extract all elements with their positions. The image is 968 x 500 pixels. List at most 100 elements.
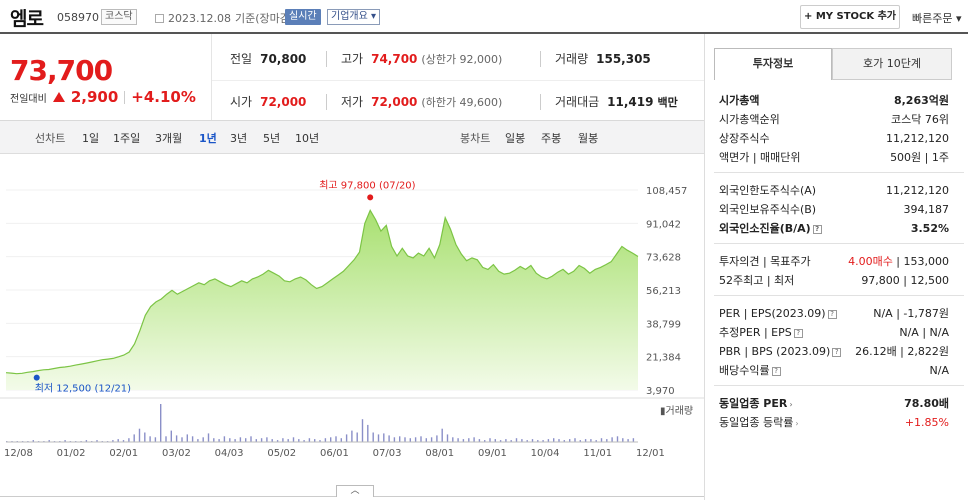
volume-bar bbox=[303, 440, 305, 442]
tab-3y[interactable]: 3년 bbox=[230, 132, 248, 145]
calendar-icon bbox=[155, 13, 164, 23]
info-label: 외국인보유주식수(B) bbox=[719, 203, 817, 216]
help-icon[interactable]: ? bbox=[827, 309, 837, 319]
volume-bar bbox=[149, 436, 151, 442]
help-icon[interactable]: ? bbox=[812, 224, 822, 234]
x-tick-label: 12/01 bbox=[636, 448, 665, 459]
tab-3m[interactable]: 3개월 bbox=[155, 132, 183, 145]
volume-bar bbox=[436, 435, 438, 442]
volume-bar bbox=[361, 419, 364, 442]
volume-bar bbox=[282, 438, 284, 442]
volume-bar bbox=[255, 439, 257, 442]
corp-info-button[interactable]: 기업개요 ▾ bbox=[327, 9, 380, 25]
x-tick-label: 02/01 bbox=[109, 448, 138, 459]
volume-bar bbox=[138, 428, 141, 442]
volume-bar bbox=[191, 436, 194, 442]
volume-bar bbox=[515, 438, 518, 442]
upper-limit: (상한가 92,000) bbox=[421, 52, 503, 66]
volume-bar bbox=[606, 439, 608, 442]
info-label: PBR | BPS (2023.09)? bbox=[719, 342, 842, 361]
stat-prev: 전일 70,800 bbox=[230, 50, 306, 67]
info-row: 동일업종 등락률 › +1.85% bbox=[719, 413, 949, 432]
tab-invest-info[interactable]: 투자정보 bbox=[714, 48, 832, 80]
volume-bar bbox=[276, 440, 279, 442]
volume-bar bbox=[462, 439, 465, 442]
volume-bar bbox=[521, 439, 523, 442]
tab-1d[interactable]: 1일 bbox=[82, 132, 100, 145]
stock-code: 058970 bbox=[57, 11, 99, 24]
volume-bar bbox=[96, 440, 98, 442]
realtime-button[interactable]: 실시간 bbox=[285, 9, 321, 25]
tab-monthly[interactable]: 월봉 bbox=[578, 132, 599, 145]
y-tick-label: 38,799 bbox=[646, 319, 681, 330]
info-row: 액면가 | 매매단위 500원 | 1주 bbox=[719, 148, 949, 167]
stat-high: 고가 74,700 (상한가 92,000) bbox=[341, 50, 502, 67]
info-value: N/A | N/A bbox=[899, 326, 949, 339]
volume-bar bbox=[367, 424, 369, 442]
tab-5y[interactable]: 5년 bbox=[263, 132, 281, 145]
info-value: 97,800 | 12,500 bbox=[861, 274, 949, 287]
volume-bar bbox=[85, 440, 88, 442]
info-value: 8,263억원 bbox=[893, 94, 949, 107]
stat-volume: 거래량 155,305 bbox=[555, 50, 651, 67]
volume-bar bbox=[181, 437, 183, 443]
info-value: 3.52% bbox=[910, 222, 949, 235]
header-divider bbox=[0, 32, 968, 34]
stat-label: 시가 bbox=[230, 95, 253, 109]
more-icon[interactable]: › bbox=[795, 419, 799, 428]
volume-bar bbox=[292, 437, 295, 443]
volume-bar bbox=[499, 440, 502, 442]
price-chart[interactable]: 108,457 91,042 73,628 56,213 38,799 21,384 3,9… bbox=[0, 160, 704, 470]
volume-bar bbox=[271, 439, 273, 442]
tab-1w[interactable]: 1주일 bbox=[113, 132, 141, 145]
volume-bar bbox=[505, 439, 507, 442]
volume-bar bbox=[345, 434, 348, 442]
x-tick-label: 12/08 bbox=[4, 448, 33, 459]
info-row: 배당수익률? N/A bbox=[719, 361, 949, 380]
tab-orderbook[interactable]: 호가 10단계 bbox=[832, 48, 952, 80]
candle-chart-label: 봉차트 bbox=[460, 132, 491, 145]
info-value: 4.00매수 | 153,000 bbox=[848, 255, 949, 268]
line-chart-label: 선차트 bbox=[35, 132, 66, 145]
expand-chart-button[interactable]: ︿ bbox=[336, 485, 374, 497]
info-divider bbox=[714, 295, 964, 296]
quick-order-button[interactable]: 빠른주문 ▾ bbox=[912, 12, 962, 25]
stats-divider bbox=[212, 80, 704, 81]
stat-label: 저가 bbox=[341, 95, 364, 109]
info-row: 52주최고 | 최저 97,800 | 12,500 bbox=[719, 271, 949, 290]
volume-bar bbox=[372, 432, 374, 442]
x-tick-label: 10/04 bbox=[531, 448, 560, 459]
help-icon[interactable]: ? bbox=[771, 366, 781, 376]
help-icon[interactable]: ? bbox=[793, 328, 803, 338]
info-label: 동일업종 PER › bbox=[719, 397, 793, 410]
volume-bar bbox=[600, 438, 603, 442]
low-label: 최저 12,500 (12/21) bbox=[35, 383, 131, 395]
volume-bar bbox=[314, 439, 316, 442]
more-icon[interactable]: › bbox=[789, 400, 793, 409]
volume-bar bbox=[356, 432, 358, 442]
market-badge: 코스닥 bbox=[101, 9, 137, 25]
tab-1y[interactable]: 1년 bbox=[199, 132, 217, 145]
volume-bar bbox=[229, 438, 231, 442]
divider bbox=[326, 94, 327, 110]
x-tick-label: 05/02 bbox=[267, 448, 296, 459]
tab-weekly[interactable]: 주봉 bbox=[541, 132, 562, 145]
x-tick-label: 03/02 bbox=[162, 448, 191, 459]
stat-value: 74,700 bbox=[371, 51, 418, 66]
volume-bar bbox=[616, 436, 619, 442]
help-icon[interactable]: ? bbox=[832, 347, 842, 357]
my-stock-add-button[interactable]: + MY STOCK 추가 bbox=[800, 5, 900, 29]
tab-daily[interactable]: 일봉 bbox=[505, 132, 526, 145]
stat-label: 거래대금 bbox=[555, 95, 600, 109]
volume-bar bbox=[287, 439, 289, 442]
volume-bar bbox=[553, 438, 555, 442]
volume-bar bbox=[537, 440, 539, 442]
stat-label: 고가 bbox=[341, 52, 364, 66]
volume-bar bbox=[542, 440, 544, 442]
stat-value: 72,000 bbox=[371, 94, 418, 109]
volume-bar bbox=[165, 436, 167, 442]
volume-bar bbox=[569, 439, 571, 442]
tab-10y[interactable]: 10년 bbox=[295, 132, 320, 145]
info-value: +1.85% bbox=[904, 416, 949, 429]
info-label: PER | EPS(2023.09)? bbox=[719, 304, 837, 323]
